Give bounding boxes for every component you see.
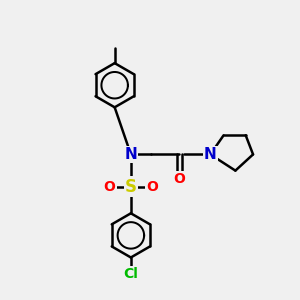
Text: O: O — [104, 180, 116, 194]
Text: S: S — [125, 178, 137, 196]
Text: O: O — [146, 180, 158, 194]
Text: N: N — [124, 147, 137, 162]
Text: N: N — [204, 147, 217, 162]
Text: O: O — [173, 172, 185, 186]
Text: Cl: Cl — [123, 267, 138, 281]
